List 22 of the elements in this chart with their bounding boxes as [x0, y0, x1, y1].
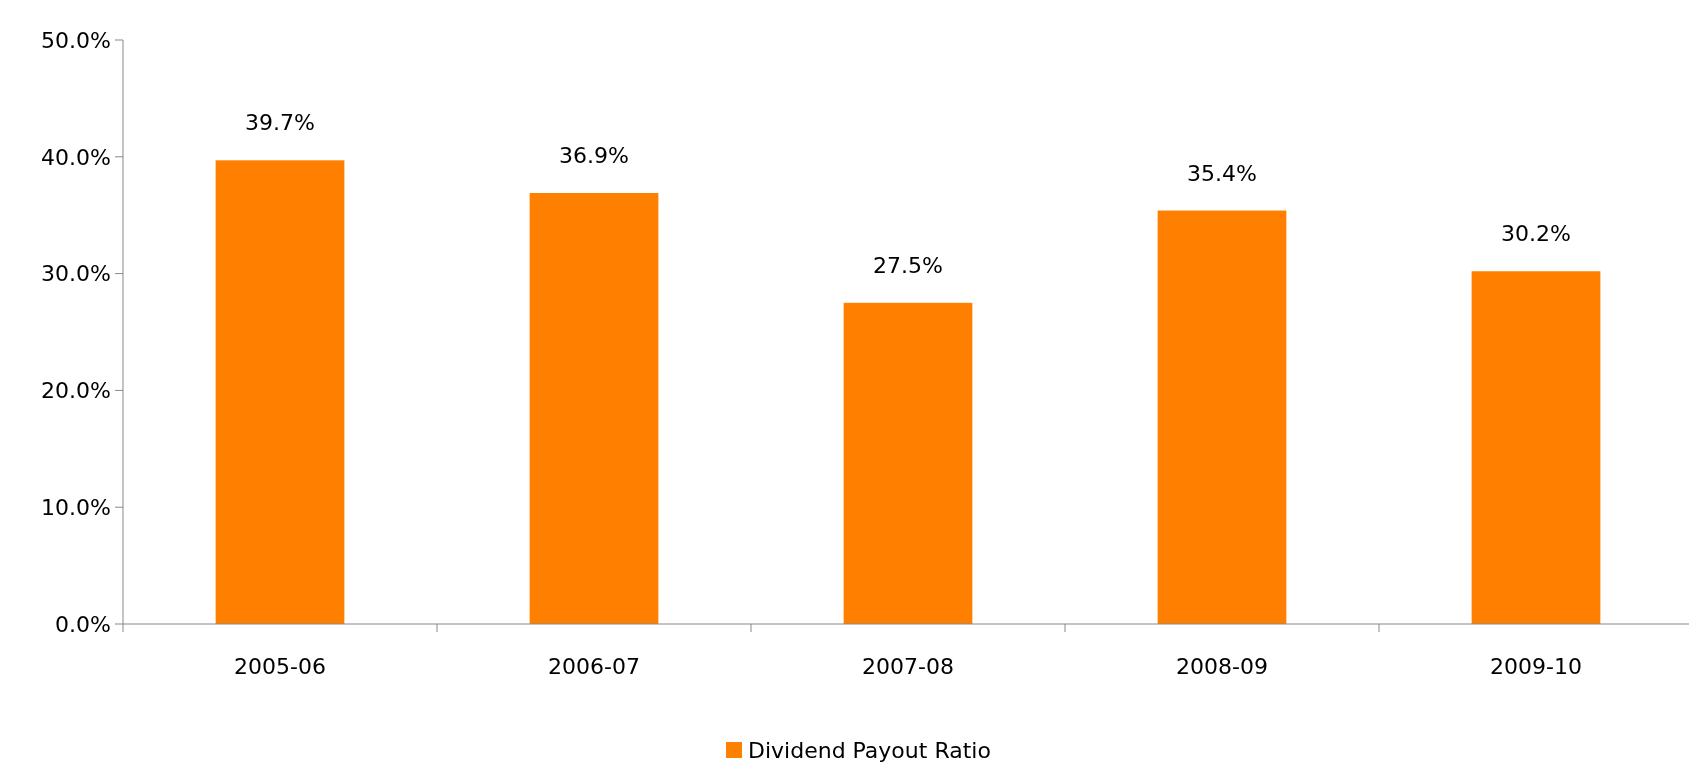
bar [1471, 271, 1601, 624]
y-tick-label: 40.0% [41, 144, 111, 170]
y-tick-label: 50.0% [41, 27, 111, 53]
x-tick-label: 2007-08 [862, 654, 954, 679]
bar [1157, 210, 1287, 624]
text: 27.5% [873, 252, 943, 278]
y-tick-label: 0.0% [55, 611, 111, 637]
text: 30.2% [1501, 221, 1571, 247]
y-tick-label: 10.0% [41, 494, 111, 520]
text: 35.4% [1187, 160, 1257, 186]
y-tick-label: 30.0% [41, 261, 111, 287]
x-tick-label: 2006-07 [548, 654, 640, 679]
text: 36.9% [559, 143, 629, 169]
x-tick-label: 2009-10 [1490, 654, 1582, 679]
legend-label: Dividend Payout Ratio [748, 738, 991, 763]
bar [843, 302, 973, 624]
x-tick-label: 2008-09 [1176, 654, 1268, 679]
text: 39.7% [245, 110, 315, 136]
x-tick-label: 2005-06 [234, 654, 326, 679]
bar [215, 160, 345, 624]
y-tick-label: 20.0% [41, 378, 111, 404]
bar [529, 193, 659, 624]
